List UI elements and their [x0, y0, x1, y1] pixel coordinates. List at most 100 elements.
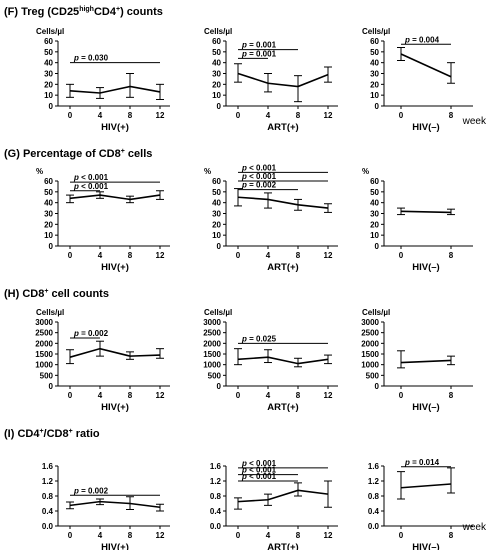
- y-tick-label: 0: [217, 102, 222, 111]
- x-tick-label: 0: [399, 391, 404, 400]
- y-tick-label: 30: [44, 210, 53, 219]
- x-tick-label: 4: [98, 251, 103, 260]
- x-tick-label: 8: [296, 531, 301, 540]
- x-tick-label: 4: [98, 111, 103, 120]
- x-group-label: HIV(+): [101, 402, 129, 413]
- y-tick-label: 10: [44, 91, 53, 100]
- x-tick-label: 8: [128, 391, 133, 400]
- x-group-label: HIV(+): [101, 122, 129, 133]
- p-symbol: p: [73, 173, 79, 182]
- x-tick-label: 12: [156, 391, 165, 400]
- y-tick-label: 2000: [361, 339, 379, 348]
- y-tick-label: 60: [44, 37, 53, 46]
- x-group-label: HIV(–): [412, 542, 439, 550]
- p-value-label: p = 0.002: [241, 181, 277, 190]
- series-line: [69, 85, 161, 94]
- y-tick-label: 60: [212, 37, 221, 46]
- row-title-i-sup2: +: [69, 428, 73, 435]
- p-value-label: p = 0.002: [73, 329, 109, 338]
- x-tick-label: 12: [156, 531, 165, 540]
- y-tick-label: 1500: [203, 350, 221, 359]
- y-tick-label: 2000: [35, 339, 53, 348]
- y-tick-label: 10: [212, 231, 221, 240]
- x-tick-label: 12: [324, 111, 333, 120]
- y-tick-label: 20: [44, 80, 53, 89]
- y-tick-label: 60: [212, 177, 221, 186]
- p-value: < 0.001: [247, 163, 277, 172]
- y-unit-label: Cells/µl: [36, 308, 64, 317]
- row-title-g-mid: cells: [125, 148, 153, 160]
- y-tick-label: 1.2: [210, 477, 222, 486]
- row-title-h-sup1: +: [44, 288, 48, 295]
- y-tick-label: 40: [212, 59, 221, 68]
- x-tick-label: 4: [266, 111, 271, 120]
- p-value: = 0.002: [247, 181, 277, 190]
- x-tick-label: 8: [449, 111, 454, 120]
- y-tick-label: 0: [375, 382, 380, 391]
- y-tick-label: 50: [44, 188, 53, 197]
- y-tick-label: 30: [212, 70, 221, 79]
- y-tick-label: 0.0: [42, 522, 54, 531]
- p-symbol: p: [241, 41, 247, 50]
- y-tick-label: 0: [375, 242, 380, 251]
- x-tick-label: 8: [449, 391, 454, 400]
- p-value-label: p = 0.001: [241, 41, 277, 50]
- x-tick-label: 12: [156, 251, 165, 260]
- y-tick-label: 0.8: [210, 492, 222, 501]
- p-value-label: p = 0.014: [404, 458, 440, 467]
- y-unit-label: Cells/µl: [362, 308, 390, 317]
- p-value: = 0.002: [79, 329, 109, 338]
- y-tick-label: 50: [370, 48, 379, 57]
- row-title-i-mid: /CD8: [44, 428, 69, 440]
- series-line: [69, 500, 161, 509]
- p-value-label: p < 0.001: [241, 459, 277, 468]
- y-tick-label: 40: [370, 59, 379, 68]
- x-group-label: HIV(–): [412, 122, 439, 133]
- x-tick-label: 0: [236, 251, 241, 260]
- x-group-label: HIV(+): [101, 542, 129, 550]
- p-symbol: p: [404, 458, 410, 467]
- y-tick-label: 40: [370, 199, 379, 208]
- row-title-f-suffix: ) counts: [120, 6, 163, 18]
- series-line: [237, 196, 329, 209]
- y-tick-label: 0.4: [210, 507, 222, 516]
- y-tick-label: 30: [44, 70, 53, 79]
- row-title-h-text: (H) CD8+ cell counts: [4, 288, 109, 300]
- series-line: [237, 489, 329, 503]
- y-tick-label: 30: [370, 210, 379, 219]
- x-tick-label: 4: [98, 391, 103, 400]
- x-tick-label: 0: [236, 111, 241, 120]
- y-tick-label: 1.6: [42, 462, 54, 471]
- series-line: [237, 356, 329, 365]
- y-tick-label: 20: [370, 220, 379, 229]
- x-tick-label: 8: [128, 531, 133, 540]
- p-value: = 0.014: [410, 458, 440, 467]
- y-tick-label: 1.6: [368, 462, 380, 471]
- y-tick-label: 0.4: [42, 507, 54, 516]
- y-tick-label: 3000: [361, 318, 379, 327]
- p-value-label: p < 0.001: [241, 163, 277, 172]
- row-title-g-sup1: +: [121, 148, 125, 155]
- p-value-label: p < 0.001: [73, 182, 109, 191]
- p-symbol: p: [241, 334, 247, 343]
- y-tick-label: 0: [49, 242, 54, 251]
- x-tick-label: 0: [68, 111, 73, 120]
- p-value-label: p = 0.030: [73, 54, 109, 63]
- x-tick-label: 0: [399, 251, 404, 260]
- y-tick-label: 2000: [203, 339, 221, 348]
- y-tick-label: 0: [49, 102, 54, 111]
- y-tick-label: 10: [44, 231, 53, 240]
- y-tick-label: 0.4: [368, 507, 380, 516]
- y-tick-label: 40: [44, 59, 53, 68]
- p-symbol: p: [73, 182, 79, 191]
- series-line: [237, 72, 329, 88]
- y-tick-label: 2500: [361, 329, 379, 338]
- x-group-label: ART(+): [267, 262, 298, 273]
- row-title-i-prefix: (I) CD4: [4, 428, 40, 440]
